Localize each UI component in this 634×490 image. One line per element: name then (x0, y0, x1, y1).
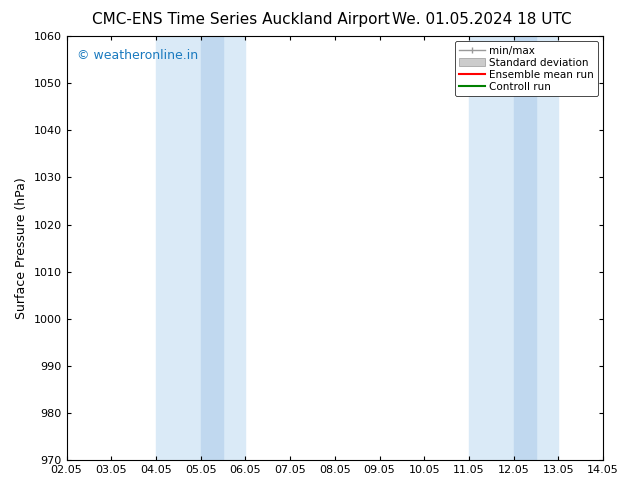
Bar (514, 36, 536, 460)
Bar (201, 36, 223, 460)
Bar (469, 36, 559, 460)
Bar (156, 36, 245, 460)
Y-axis label: Surface Pressure (hPa): Surface Pressure (hPa) (15, 177, 28, 319)
Text: © weatheronline.in: © weatheronline.in (77, 49, 198, 62)
Text: CMC-ENS Time Series Auckland Airport: CMC-ENS Time Series Auckland Airport (92, 12, 390, 27)
Legend: min/max, Standard deviation, Ensemble mean run, Controll run: min/max, Standard deviation, Ensemble me… (455, 41, 598, 96)
Text: We. 01.05.2024 18 UTC: We. 01.05.2024 18 UTC (392, 12, 572, 27)
